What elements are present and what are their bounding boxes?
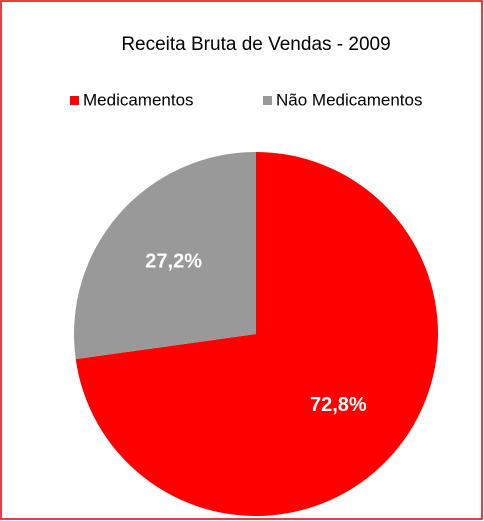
legend-swatch [70,96,79,105]
pie-slice [74,152,256,360]
chart-title: Receita Bruta de Vendas - 2009 [121,34,390,55]
pie-slice [75,152,438,516]
legend-swatch [263,96,272,105]
data-label: 72,8% [310,394,367,416]
data-label: 27,2% [145,251,202,273]
legend-label: Medicamentos [83,90,194,109]
legend-label: Não Medicamentos [276,90,422,109]
